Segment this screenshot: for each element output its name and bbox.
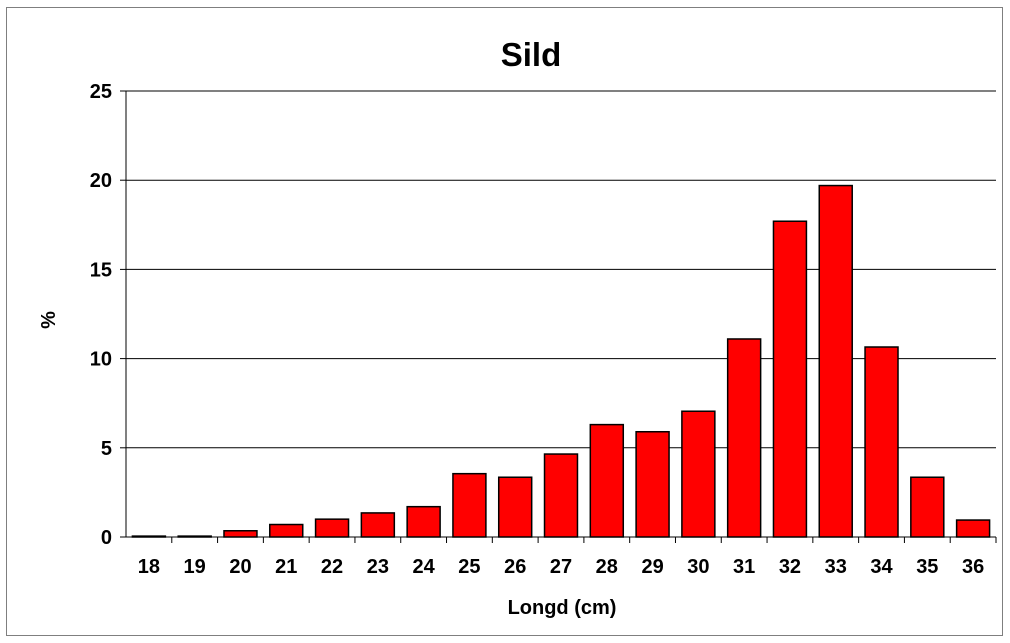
x-tick-label: 25 [458, 556, 480, 578]
chart-title: Sild [501, 36, 562, 73]
y-axis-title: % [38, 311, 60, 329]
x-tick-label: 34 [870, 556, 893, 578]
x-tick-label: 32 [779, 556, 801, 578]
y-tick-labels: 0 5 10 15 20 25 [90, 81, 112, 549]
bar-26 [497, 476, 533, 538]
y-tick-label: 20 [90, 170, 112, 192]
bar-24 [406, 505, 441, 538]
bar-20 [223, 530, 258, 538]
x-tick-label: 22 [321, 556, 343, 578]
bar-34 [864, 346, 899, 538]
bar-33 [818, 184, 853, 538]
axes [120, 90, 997, 543]
bar-23 [360, 512, 396, 538]
bar-32 [772, 220, 808, 538]
x-tick-label: 18 [138, 556, 160, 578]
x-tick-label: 24 [413, 556, 436, 578]
x-tick-label: 31 [733, 556, 755, 578]
x-tick-label: 26 [504, 556, 526, 578]
x-tick-label: 27 [550, 556, 572, 578]
bar-22 [314, 518, 350, 538]
x-tick-label: 36 [962, 556, 984, 578]
x-axis-title: Longd (cm) [508, 597, 617, 619]
y-tick-label: 25 [90, 81, 112, 103]
x-tick-labels: 18 19 20 21 22 23 24 25 26 27 28 29 30 31 32 33 34 35 36 [138, 556, 984, 578]
x-tick-label: 23 [367, 556, 389, 578]
bar-31 [726, 338, 762, 538]
bar-21 [269, 523, 304, 538]
y-tick-label: 10 [90, 349, 112, 371]
x-tick-label: 19 [184, 556, 206, 578]
x-tick-label: 30 [687, 556, 709, 578]
x-tick-label: 35 [916, 556, 938, 578]
x-tick-label: 28 [596, 556, 618, 578]
x-tick-label: 21 [275, 556, 297, 578]
x-tick-label: 20 [229, 556, 251, 578]
y-tick-label: 15 [90, 259, 112, 281]
bar-35 [910, 476, 945, 538]
y-tick-label: 5 [101, 438, 112, 460]
bar-27 [543, 453, 579, 538]
y-tick-label: 0 [101, 527, 112, 549]
bars [131, 184, 991, 538]
bar-28 [589, 423, 625, 538]
bar-30 [681, 410, 716, 538]
x-tick-label: 29 [641, 556, 663, 578]
bar-25 [452, 472, 487, 538]
bar-29 [635, 430, 670, 538]
bar-36 [955, 519, 991, 538]
x-tick-label: 33 [825, 556, 847, 578]
